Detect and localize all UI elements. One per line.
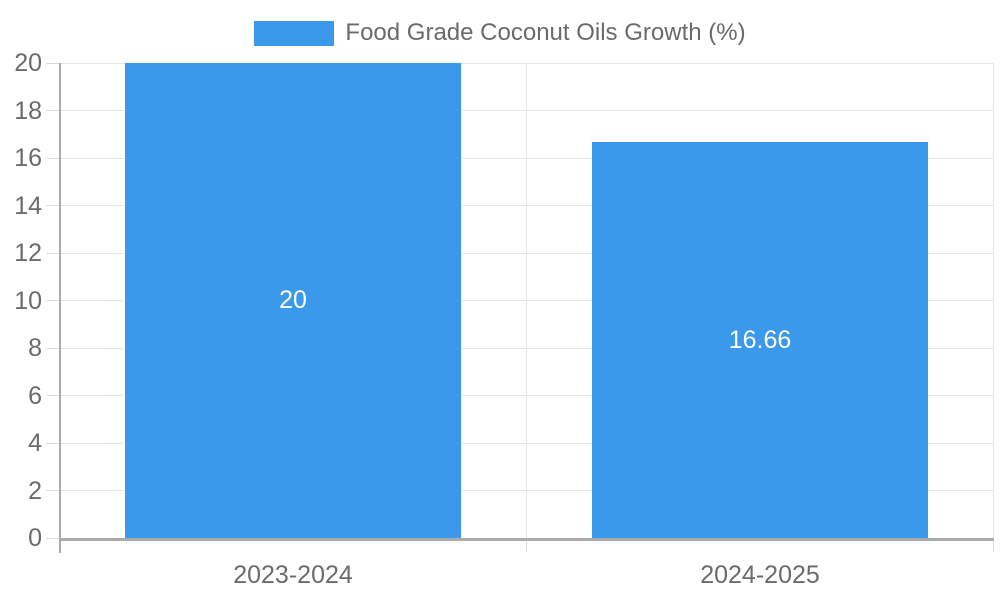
legend-label: Food Grade Coconut Oils Growth (%) bbox=[345, 19, 746, 46]
y-axis-tick bbox=[46, 110, 60, 111]
y-axis-tick bbox=[46, 157, 60, 159]
y-axis-tick bbox=[46, 205, 60, 206]
y-axis-line bbox=[59, 63, 61, 553]
y-axis-tick bbox=[46, 537, 60, 539]
bar-value-label: 20 bbox=[279, 286, 307, 314]
x-tick-label: 2023-2024 bbox=[233, 561, 353, 589]
y-tick-label: 20 bbox=[14, 49, 42, 77]
y-axis-tick bbox=[46, 395, 60, 396]
gridline bbox=[526, 63, 527, 538]
y-tick-label: 10 bbox=[14, 286, 42, 315]
x-axis-tick bbox=[526, 539, 527, 552]
y-axis-tick bbox=[46, 442, 60, 444]
y-tick-label: 6 bbox=[28, 381, 42, 410]
legend-swatch bbox=[254, 20, 335, 46]
x-tick-label: 2024-2025 bbox=[700, 561, 820, 589]
y-tick-label: 16 bbox=[14, 144, 42, 172]
x-axis-line bbox=[59, 538, 994, 541]
y-tick-label: 2 bbox=[28, 476, 42, 505]
y-tick-label: 8 bbox=[28, 334, 42, 362]
y-axis-tick bbox=[46, 252, 60, 254]
y-tick-label: 12 bbox=[14, 239, 42, 267]
y-axis-tick bbox=[46, 490, 60, 491]
chart-legend[interactable]: Food Grade Coconut Oils Growth (%) bbox=[0, 18, 1000, 48]
y-tick-label: 4 bbox=[28, 429, 42, 457]
bar: 20 bbox=[125, 63, 461, 538]
bar: 16.66 bbox=[592, 142, 928, 538]
y-axis-tick bbox=[46, 347, 60, 349]
y-axis-tick bbox=[46, 62, 60, 64]
x-axis-tick bbox=[992, 539, 994, 552]
y-tick-label: 14 bbox=[14, 191, 42, 220]
y-axis-tick bbox=[46, 300, 60, 301]
gridline bbox=[992, 63, 994, 538]
bar-value-label: 16.66 bbox=[728, 325, 792, 354]
y-tick-label: 18 bbox=[14, 96, 42, 125]
y-tick-label: 0 bbox=[28, 524, 42, 552]
